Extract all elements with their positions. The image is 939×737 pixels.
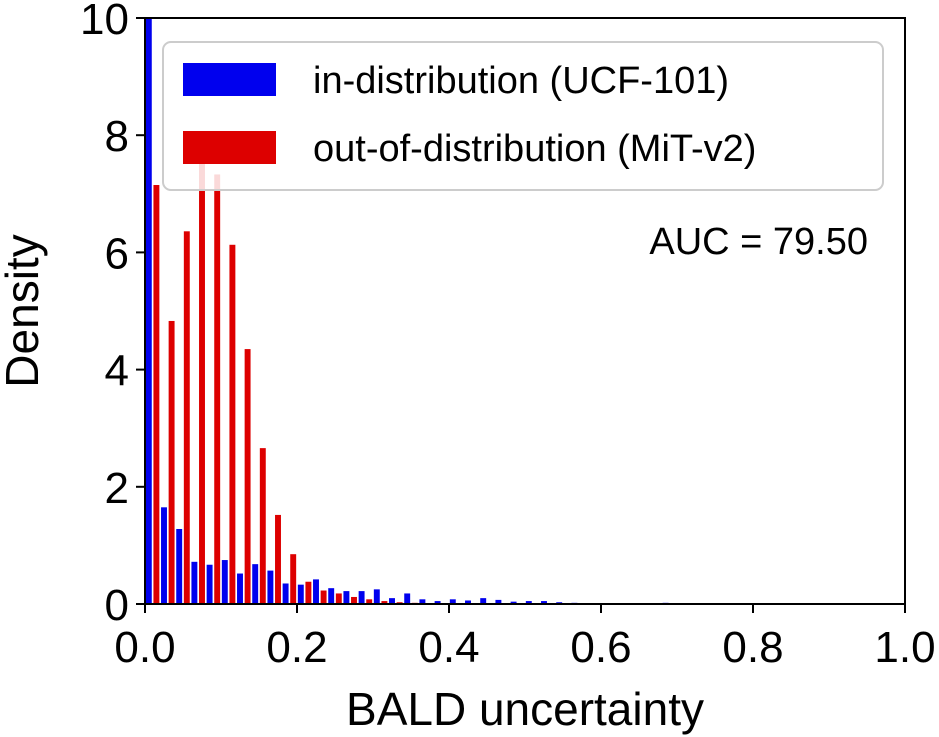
out-of-distribution-bar <box>275 514 281 604</box>
y-axis-title: Density <box>0 234 48 387</box>
in-distribution-bar <box>495 599 502 604</box>
x-axis-title: BALD uncertainty <box>346 683 704 735</box>
in-distribution-bar <box>343 591 350 604</box>
y-tick-label: 6 <box>105 229 129 278</box>
in-distribution-bar <box>176 528 183 604</box>
in-distribution-bar <box>510 601 517 604</box>
out-of-distribution-bar <box>153 185 160 604</box>
in-distribution-bar <box>465 600 471 604</box>
out-of-distribution-bar <box>335 593 342 604</box>
out-of-distribution-bar <box>199 159 205 604</box>
in-distribution-bar <box>297 584 304 604</box>
in-distribution-bar <box>206 564 213 604</box>
y-tick-label: 10 <box>80 0 129 44</box>
in-distribution-bar <box>145 18 152 604</box>
y-tick-label: 4 <box>105 347 129 396</box>
y-axis-ticks: 0 2 4 6 8 10 <box>80 0 145 630</box>
out-of-distribution-bar <box>366 599 373 604</box>
in-distribution-bar <box>191 561 198 604</box>
out-of-distribution-bar <box>351 596 357 604</box>
legend-swatch-in-distribution <box>183 63 276 96</box>
legend-label-out-of-distribution: out-of-distribution (MiT-v2) <box>313 128 756 170</box>
out-of-distribution-bar <box>168 320 175 604</box>
x-tick-label: 0.8 <box>722 623 783 672</box>
y-tick-label: 2 <box>105 464 129 513</box>
x-tick-label: 0.2 <box>266 623 327 672</box>
in-distribution-bars <box>145 18 669 604</box>
in-distribution-bar <box>449 599 456 604</box>
auc-annotation: AUC = 79.50 <box>649 221 868 263</box>
in-distribution-bar <box>221 560 228 604</box>
out-of-distribution-bar <box>305 581 312 604</box>
out-of-distribution-bar <box>229 244 236 605</box>
in-distribution-bar <box>358 591 365 604</box>
in-distribution-bar <box>373 589 380 604</box>
in-distribution-bar <box>434 601 441 604</box>
out-of-distribution-bar <box>320 590 327 604</box>
x-tick-label: 0.0 <box>114 623 175 672</box>
in-distribution-bar <box>525 601 532 604</box>
x-tick-label: 1.0 <box>874 623 935 672</box>
in-distribution-bar <box>161 507 167 604</box>
y-tick-label: 8 <box>105 112 129 161</box>
in-distribution-bar <box>389 598 395 604</box>
in-distribution-bar <box>480 598 487 604</box>
legend-label-in-distribution: in-distribution (UCF-101) <box>313 60 729 102</box>
x-tick-label: 0.4 <box>418 623 479 672</box>
in-distribution-bar <box>252 564 259 604</box>
out-of-distribution-bar <box>183 231 190 604</box>
x-axis-ticks: 0.0 0.2 0.4 0.6 0.8 1.0 <box>114 604 936 672</box>
out-of-distribution-bar <box>381 601 388 604</box>
legend-swatch-out-of-distribution <box>183 131 276 164</box>
in-distribution-bar <box>541 601 547 604</box>
in-distribution-bar <box>313 579 319 604</box>
out-of-distribution-bar <box>259 448 266 604</box>
out-of-distribution-bar <box>290 554 297 604</box>
in-distribution-bar <box>419 599 426 604</box>
y-tick-label: 0 <box>105 581 129 630</box>
x-tick-label: 0.6 <box>570 623 631 672</box>
in-distribution-bar <box>282 583 289 604</box>
out-of-distribution-bar <box>214 174 221 604</box>
in-distribution-bar <box>328 588 335 604</box>
in-distribution-bar <box>404 593 411 604</box>
plot-frame <box>144 17 906 605</box>
out-of-distribution-bars <box>153 159 479 605</box>
in-distribution-bar <box>267 570 274 604</box>
in-distribution-bar <box>237 573 243 604</box>
out-of-distribution-bar <box>244 349 251 604</box>
legend-box <box>162 41 884 191</box>
legend: in-distribution (UCF-101) out-of-distrib… <box>162 41 884 191</box>
